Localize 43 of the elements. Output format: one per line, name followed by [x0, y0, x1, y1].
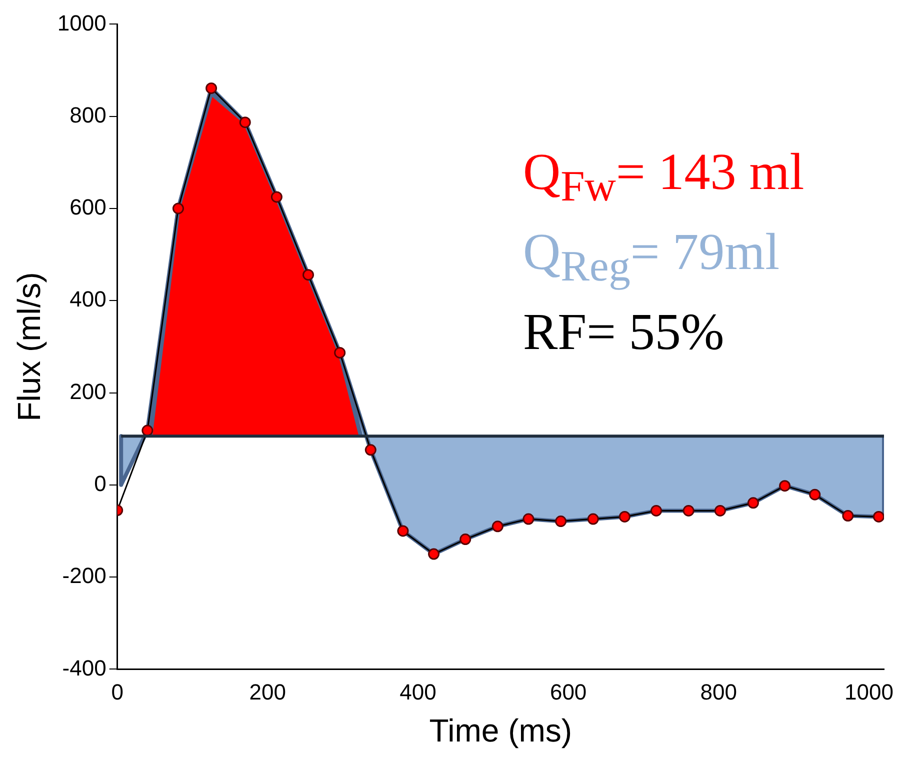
- point: [364, 444, 376, 456]
- point: [587, 513, 599, 525]
- point: [302, 269, 314, 281]
- x-tick-label: 800: [700, 679, 737, 704]
- y-axis-title: Flux (ml/s): [11, 272, 48, 422]
- point: [682, 504, 694, 516]
- x-tick-label: 1000: [844, 679, 894, 704]
- y-tick-label: -200: [62, 563, 106, 588]
- y-tick-label: 1000: [57, 10, 106, 36]
- y-tick-label: 400: [70, 286, 106, 312]
- point: [172, 202, 184, 214]
- x-tick-label: 600: [550, 679, 587, 704]
- point: [747, 497, 759, 509]
- point: [239, 116, 251, 128]
- point: [397, 525, 409, 537]
- x-tick-label: 0: [111, 679, 124, 704]
- y-tick-label: 600: [70, 194, 106, 220]
- y-tick-label: 800: [70, 102, 106, 128]
- point: [779, 480, 791, 492]
- y-tick-label: -400: [62, 655, 106, 680]
- point: [334, 346, 346, 358]
- point: [428, 548, 440, 560]
- point: [842, 510, 854, 522]
- point: [809, 488, 821, 500]
- point: [522, 513, 534, 525]
- point: [142, 424, 154, 436]
- annotation: RF= 55%: [523, 303, 724, 362]
- point: [650, 504, 662, 516]
- point: [460, 534, 472, 546]
- point: [492, 520, 504, 532]
- x-tick-label: 400: [400, 679, 436, 704]
- point: [714, 504, 726, 516]
- y-tick-label: 0: [94, 470, 106, 496]
- point: [206, 82, 218, 94]
- x-axis-title: Time (ms): [429, 712, 572, 749]
- y-tick-label: 200: [70, 378, 106, 404]
- point: [270, 191, 282, 203]
- x-tick-label: 200: [249, 679, 286, 704]
- point: [555, 516, 567, 528]
- annotation: Q$_{Fw}$= 143 ml: [523, 143, 804, 212]
- point: [872, 510, 884, 522]
- annotation: Q$_{Reg}$= 79ml: [523, 223, 780, 292]
- point: [618, 510, 630, 522]
